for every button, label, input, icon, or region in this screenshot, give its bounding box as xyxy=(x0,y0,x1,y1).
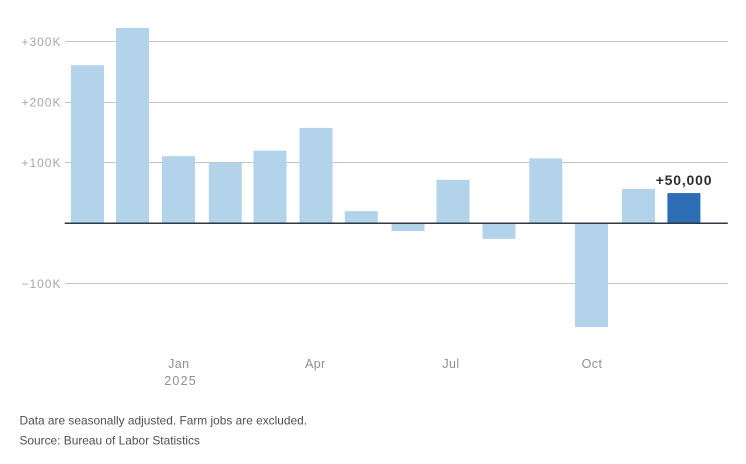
svg-text:Jul: Jul xyxy=(442,357,459,371)
svg-text:Data are seasonally adjusted.: Data are seasonally adjusted. Farm jobs … xyxy=(20,413,308,427)
svg-text:+200K: +200K xyxy=(21,96,61,110)
svg-text:Jan: Jan xyxy=(168,357,189,371)
svg-text:2025: 2025 xyxy=(164,374,197,388)
svg-text:−100K: −100K xyxy=(21,277,61,291)
svg-text:+300K: +300K xyxy=(21,35,61,49)
svg-text:Source: Bureau of Labor Statis: Source: Bureau of Labor Statistics xyxy=(20,434,200,448)
svg-text:Apr: Apr xyxy=(305,357,326,371)
svg-text:+100K: +100K xyxy=(21,156,61,170)
svg-text:Oct: Oct xyxy=(582,357,603,371)
svg-text:+50,000: +50,000 xyxy=(656,172,713,188)
